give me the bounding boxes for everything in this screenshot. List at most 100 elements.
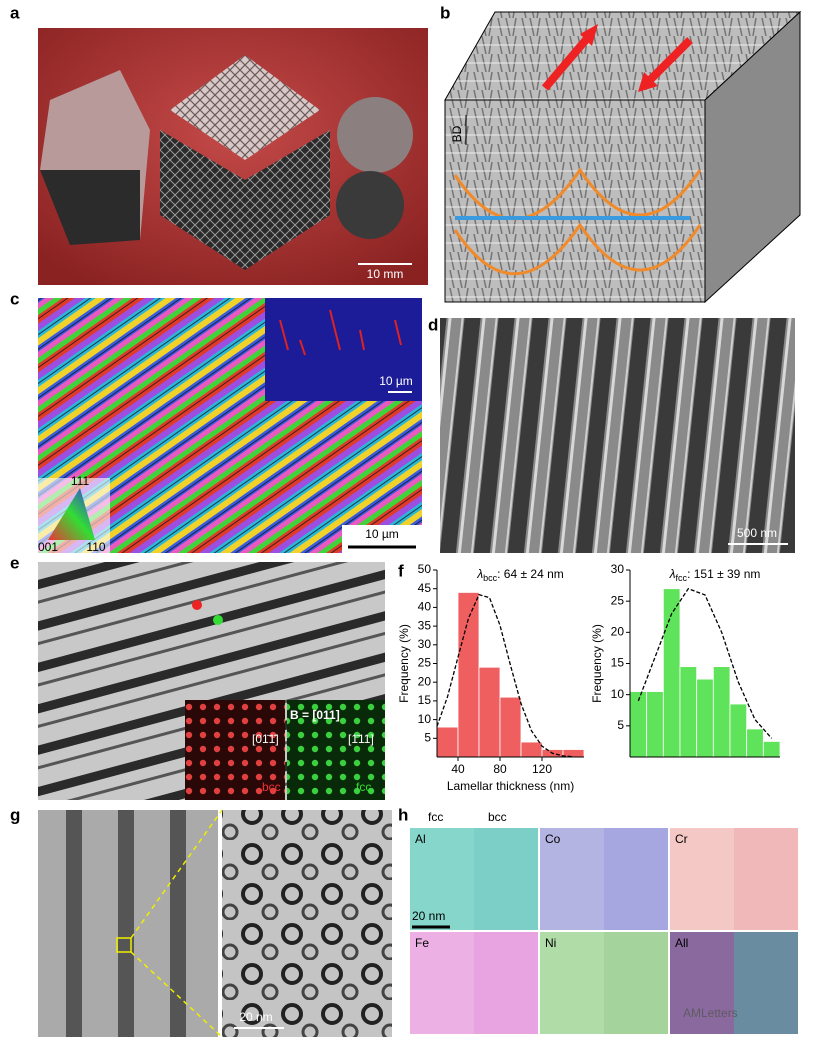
x-tick-label: 40 [451, 762, 465, 776]
scale-label: 20 nm [412, 909, 445, 923]
y-tick-label: 10 [611, 687, 625, 701]
axis-label: BD [450, 125, 464, 142]
title-symbol: λ [669, 567, 676, 581]
y-tick-label: 10 [418, 712, 432, 726]
gear [337, 97, 413, 173]
panel-label: f [398, 561, 404, 580]
sem-image [440, 318, 795, 553]
eds-fcc [670, 932, 734, 1034]
y-axis-label: Frequency (%) [397, 624, 411, 703]
cube-front [444, 99, 706, 303]
element-label: Co [545, 832, 561, 846]
scale-label: 10 µm [365, 527, 399, 541]
element-label: Ni [545, 936, 556, 950]
element-label: Fe [415, 936, 429, 950]
zoom-lines [130, 809, 223, 1038]
eds-maps: Al Co Cr Fe Ni All [410, 828, 798, 1034]
eds-bcc [474, 932, 538, 1034]
panel-label: b [440, 3, 450, 22]
y-tick-label: 20 [611, 625, 625, 639]
title-text: : 151 ± 39 nm [687, 567, 760, 581]
element-label: All [675, 936, 688, 950]
arrow [541, 32, 594, 91]
bcc-point [192, 600, 202, 610]
eds-bcc [604, 932, 668, 1034]
scale-label: 500 nm [737, 526, 777, 540]
chart-title: λbcc: 64 ± 24 nm [476, 567, 564, 583]
arrow-head [638, 72, 658, 92]
bar [696, 678, 714, 758]
bar [629, 691, 648, 758]
lattice-bottom [160, 130, 330, 270]
phase-label: fcc [356, 780, 371, 794]
fit-curve [637, 587, 773, 739]
scale-label: 20 nm [239, 1010, 272, 1024]
panel-label: a [10, 3, 20, 22]
zoom-image [222, 810, 392, 1037]
eds-fcc [540, 932, 604, 1034]
zone-axis: B = [011] [290, 708, 340, 722]
bar [478, 666, 501, 758]
fcc-pattern [287, 700, 385, 800]
arrow [645, 37, 693, 85]
panel-label: g [10, 805, 20, 824]
panel-label: e [10, 553, 19, 572]
fan-object-dark [40, 170, 140, 245]
y-tick-label: 5 [617, 718, 624, 732]
bar [646, 691, 664, 758]
phase-header: bcc [488, 810, 507, 824]
zoom-box [116, 937, 132, 953]
y-tick-label: 15 [418, 693, 432, 707]
eds-bcc [734, 828, 798, 930]
fit-curve [436, 593, 574, 758]
element-label: Al [415, 832, 426, 846]
y-tick-label: 50 [418, 562, 432, 576]
title-text: : 64 ± 24 nm [497, 567, 564, 581]
phase-label: bcc [262, 780, 281, 794]
scale-label: 10 µm [379, 374, 413, 388]
y-tick-label: 5 [424, 730, 431, 744]
bar [499, 696, 522, 758]
element-label: Cr [675, 832, 688, 846]
bar [457, 592, 480, 758]
eds-bcc [734, 932, 798, 1034]
eds-fcc [410, 932, 474, 1034]
direction: [1̄11] [348, 732, 374, 746]
y-tick-label: 35 [418, 618, 432, 632]
bar [729, 703, 748, 758]
eds-bcc [604, 828, 668, 930]
bcc-pattern [185, 700, 285, 800]
y-tick-label: 40 [418, 600, 432, 614]
bar [762, 741, 781, 758]
melt-pool [453, 167, 702, 276]
panel-label: c [10, 289, 19, 308]
scale-label: 10 mm [367, 267, 404, 281]
lattice-top [170, 55, 320, 160]
y-tick-label: 30 [418, 637, 432, 651]
panel-label: h [398, 805, 408, 824]
fcc-point [213, 615, 223, 625]
bar [436, 726, 459, 758]
legend-label: 110 [86, 540, 105, 554]
legend-label: 001 [38, 540, 58, 554]
title-subscript: fcc [676, 573, 688, 583]
bar [520, 741, 543, 758]
bar [712, 666, 731, 758]
eds-fcc [670, 828, 734, 930]
bar [746, 728, 764, 758]
x-tick-label: 80 [493, 762, 507, 776]
direction: [01̄1̄] [252, 732, 279, 746]
eds-fcc [540, 828, 604, 930]
y-tick-label: 25 [611, 593, 625, 607]
bar [562, 749, 585, 758]
title-symbol: λ [476, 567, 483, 581]
phase-header: fcc [428, 810, 443, 824]
y-tick-label: 25 [418, 656, 432, 670]
title-subscript: bcc [483, 573, 498, 583]
cube-side [704, 10, 801, 304]
ipf-triangle [48, 488, 95, 540]
y-tick-label: 15 [611, 656, 625, 670]
eds-fcc [410, 828, 474, 930]
phase-specks [279, 309, 402, 356]
